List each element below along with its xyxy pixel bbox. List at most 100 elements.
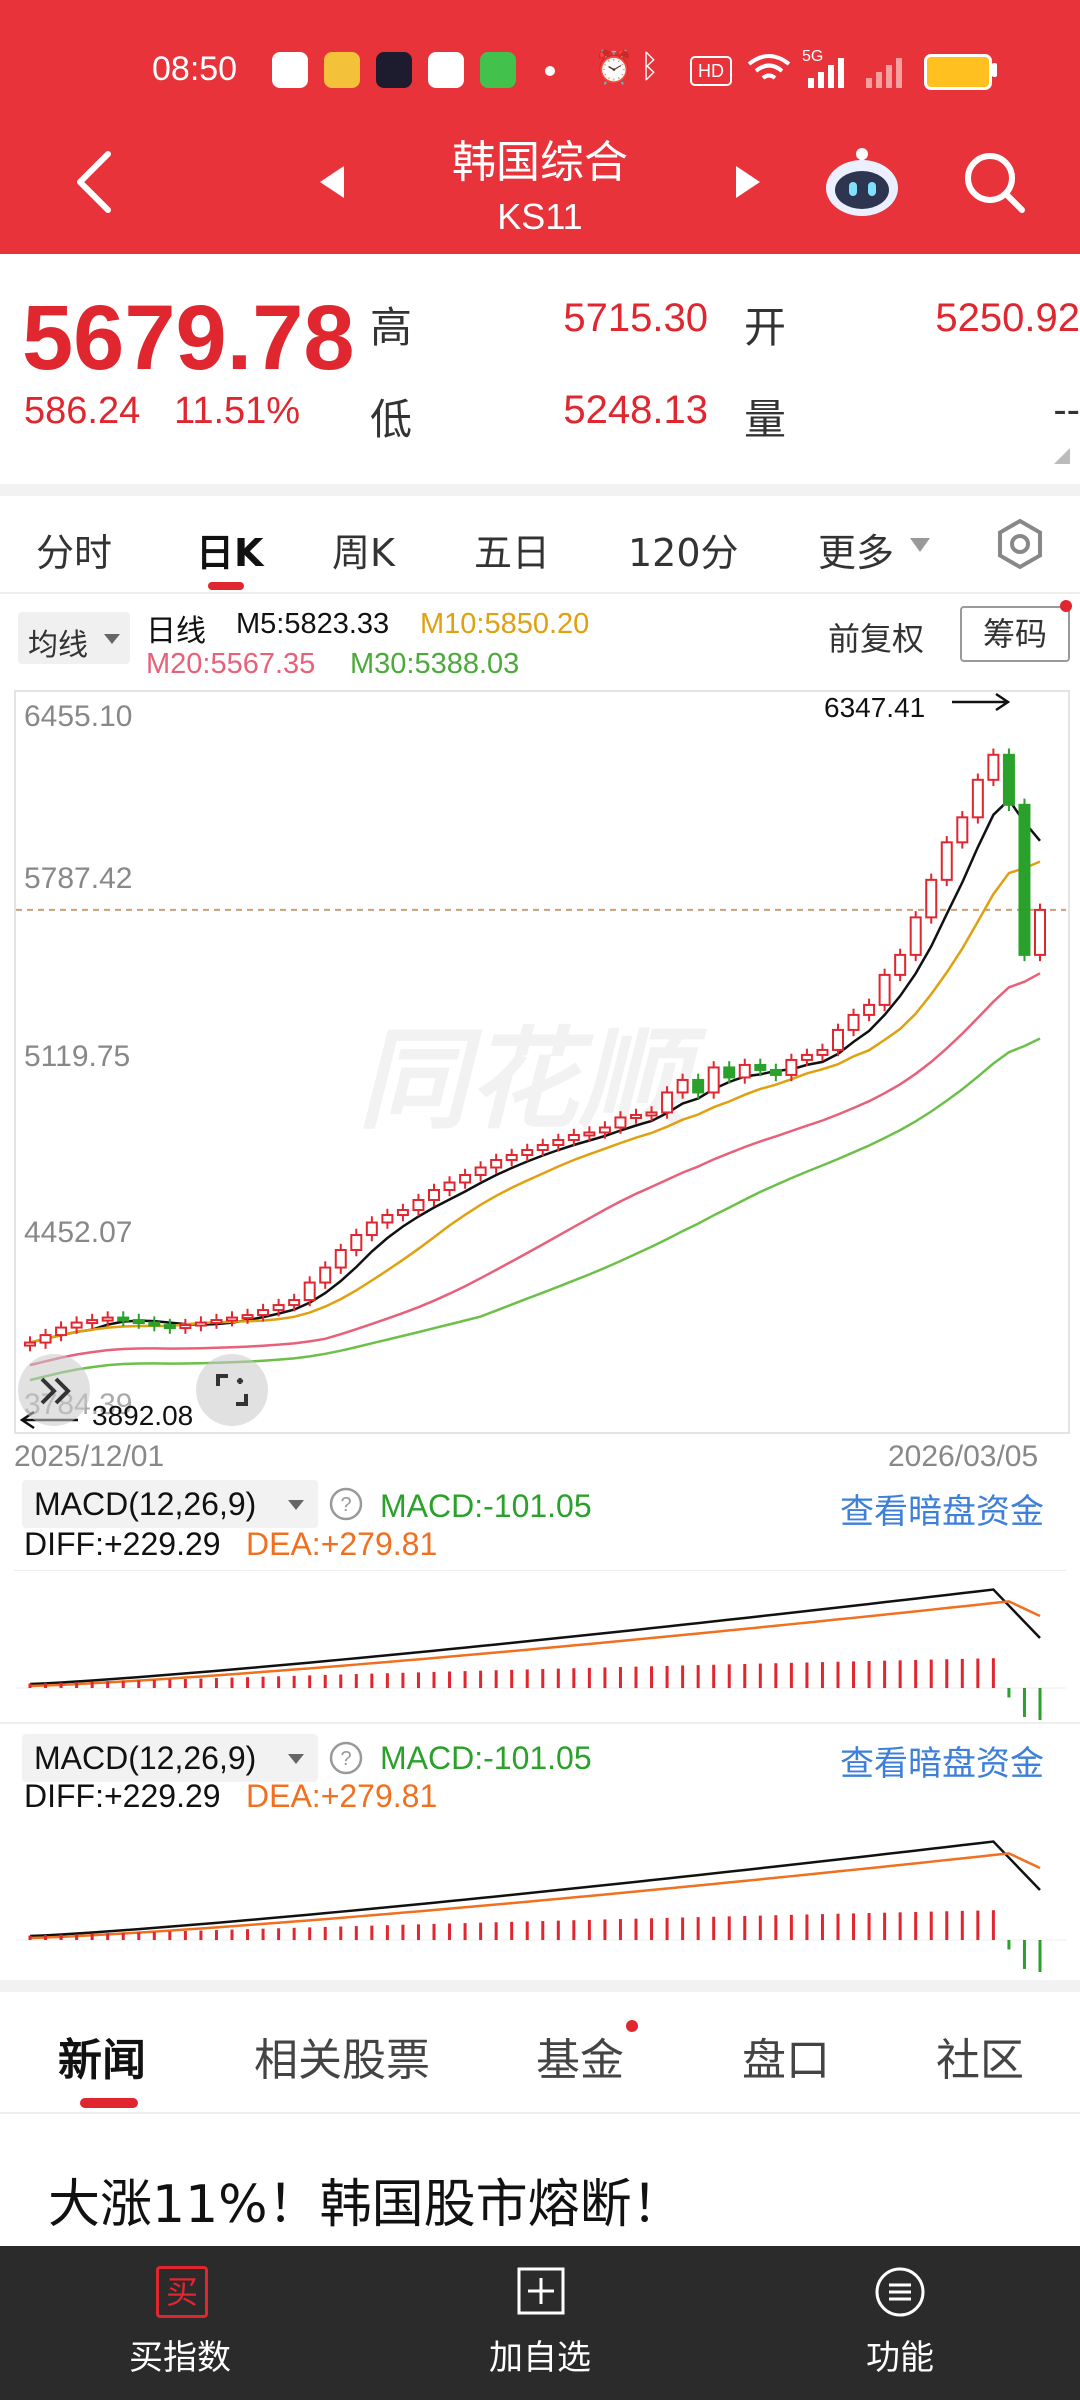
dea-value-2: DEA:+279.81 — [246, 1778, 438, 1814]
dark-pool-funds-link-2[interactable]: 查看暗盘资金 — [840, 1744, 1044, 1784]
macd-bar — [898, 1660, 902, 1688]
active-tab-indicator — [208, 582, 244, 590]
macd-bar — [743, 1663, 747, 1688]
macd-bar — [603, 1667, 607, 1688]
macd-bar — [230, 1677, 234, 1688]
tab-funds[interactable]: 基金 — [536, 2035, 624, 2086]
add-watchlist-button[interactable]: 加自选 — [440, 2246, 640, 2400]
period-high-marker: 6347.41 — [824, 692, 926, 723]
date-end: 2026/03/05 — [888, 1440, 1039, 1473]
help-icon[interactable]: ? — [328, 1740, 364, 1776]
macd-bar — [914, 1659, 918, 1688]
section-divider — [0, 484, 1080, 496]
macd-chart[interactable] — [16, 1560, 1066, 1720]
macd-bar — [836, 1913, 840, 1940]
candle-body — [847, 1013, 860, 1031]
kline-chart-frame[interactable] — [14, 690, 1070, 1434]
adjust-mode[interactable]: 前复权 — [828, 620, 925, 658]
back-icon[interactable] — [74, 150, 114, 214]
status-time: 08:50 — [152, 50, 238, 88]
macd-bar — [277, 1676, 281, 1688]
macd-bar — [976, 1658, 980, 1688]
macd-bar — [696, 1665, 700, 1688]
macd-bar — [416, 1672, 420, 1688]
candle-body — [769, 1068, 782, 1076]
candle-body — [303, 1281, 316, 1302]
macd-bar — [572, 1668, 576, 1688]
notification-dot — [1060, 600, 1072, 612]
buy-icon: 买 — [156, 2266, 208, 2318]
tab-related-stocks[interactable]: 相关股票 — [254, 2035, 430, 2086]
content-tabs-divider — [0, 2112, 1080, 2114]
expand-chart-button[interactable] — [18, 1354, 90, 1426]
candle-body — [785, 1058, 798, 1076]
tab-intraday[interactable]: 分时 — [36, 531, 113, 575]
macd-bar — [587, 1667, 591, 1688]
tab-five-day[interactable]: 五日 — [474, 531, 551, 575]
prev-stock-icon[interactable] — [318, 164, 346, 200]
functions-button[interactable]: 功能 — [800, 2246, 1000, 2400]
tab-120min[interactable]: 120分 — [628, 531, 739, 575]
chip-button[interactable]: 筹码 — [960, 606, 1070, 662]
macd-bar — [137, 1680, 141, 1688]
candle-body — [583, 1131, 596, 1137]
network-type: 5G — [802, 48, 824, 65]
macd-bar — [261, 1676, 265, 1688]
settings-icon[interactable] — [994, 518, 1046, 570]
help-icon[interactable]: ? — [328, 1486, 364, 1522]
ma-dropdown[interactable]: 均线 — [18, 612, 130, 664]
macd-bar — [945, 1911, 949, 1940]
section-divider-2 — [0, 1980, 1080, 1992]
macd-bar — [494, 1922, 498, 1940]
macd-bar — [308, 1675, 312, 1688]
macd-bar — [727, 1664, 731, 1688]
candle-body — [55, 1326, 68, 1337]
macd-bar — [28, 1683, 32, 1688]
tab-order-book[interactable]: 盘口 — [742, 2035, 830, 2086]
news-headline[interactable]: 大涨11%！韩国股市熔断！ — [48, 2175, 684, 2235]
search-icon[interactable] — [962, 150, 1028, 216]
funds-notification-dot — [626, 2020, 638, 2032]
legend-m20: M20:5567.35 — [146, 648, 316, 680]
dark-pool-funds-link[interactable]: 查看暗盘资金 — [840, 1492, 1044, 1532]
tab-more[interactable]: 更多 — [818, 531, 895, 575]
tab-news[interactable]: 新闻 — [58, 2035, 146, 2086]
buy-index-button[interactable]: 买 买指数 — [80, 2246, 280, 2400]
candle-body — [645, 1111, 658, 1117]
y-axis-label-4: 4452.07 — [24, 1216, 133, 1249]
macd-indicator-dropdown-2[interactable]: MACD(12,26,9) — [22, 1734, 318, 1782]
next-stock-icon[interactable] — [734, 164, 762, 200]
macd-bar — [805, 1914, 809, 1940]
macd-bar — [820, 1914, 824, 1940]
kline-chart[interactable] — [16, 692, 1066, 1430]
macd-chart-2[interactable] — [16, 1812, 1066, 1972]
candle-body — [878, 973, 891, 1006]
macd-bar — [168, 1931, 172, 1940]
robot-assistant-icon[interactable] — [822, 140, 902, 220]
macd-bar — [774, 1915, 778, 1940]
tab-community[interactable]: 社区 — [936, 2035, 1024, 2086]
macd-bar — [183, 1930, 187, 1940]
ma-dropdown-label: 均线 — [28, 628, 88, 663]
stock-name: 韩国综合 — [452, 137, 628, 188]
wifi-icon — [747, 54, 791, 80]
macd-bar — [261, 1928, 265, 1940]
macd-bar — [681, 1917, 685, 1940]
app-icon-2 — [324, 52, 360, 88]
tab-weekly-k[interactable]: 周K — [332, 531, 395, 575]
tabs-divider — [0, 592, 1080, 594]
crosshair-button[interactable] — [196, 1354, 268, 1426]
dea-line — [29, 1600, 1041, 1688]
macd-chart-frame — [14, 1570, 1066, 1719]
candle-body — [832, 1028, 844, 1051]
candle-body — [723, 1066, 736, 1079]
expand-corner-icon[interactable] — [1052, 446, 1072, 466]
bottom-nav: 买 买指数 加自选 功能 — [0, 2246, 1080, 2400]
candle-body — [552, 1138, 565, 1146]
macd-indicator-dropdown[interactable]: MACD(12,26,9) — [22, 1480, 318, 1528]
battery-tip — [992, 63, 997, 77]
tab-daily-k[interactable]: 日K — [196, 531, 264, 575]
chevron-down-icon — [288, 1500, 304, 1510]
chevron-down-icon — [288, 1754, 304, 1764]
macd-bar — [976, 1910, 980, 1940]
